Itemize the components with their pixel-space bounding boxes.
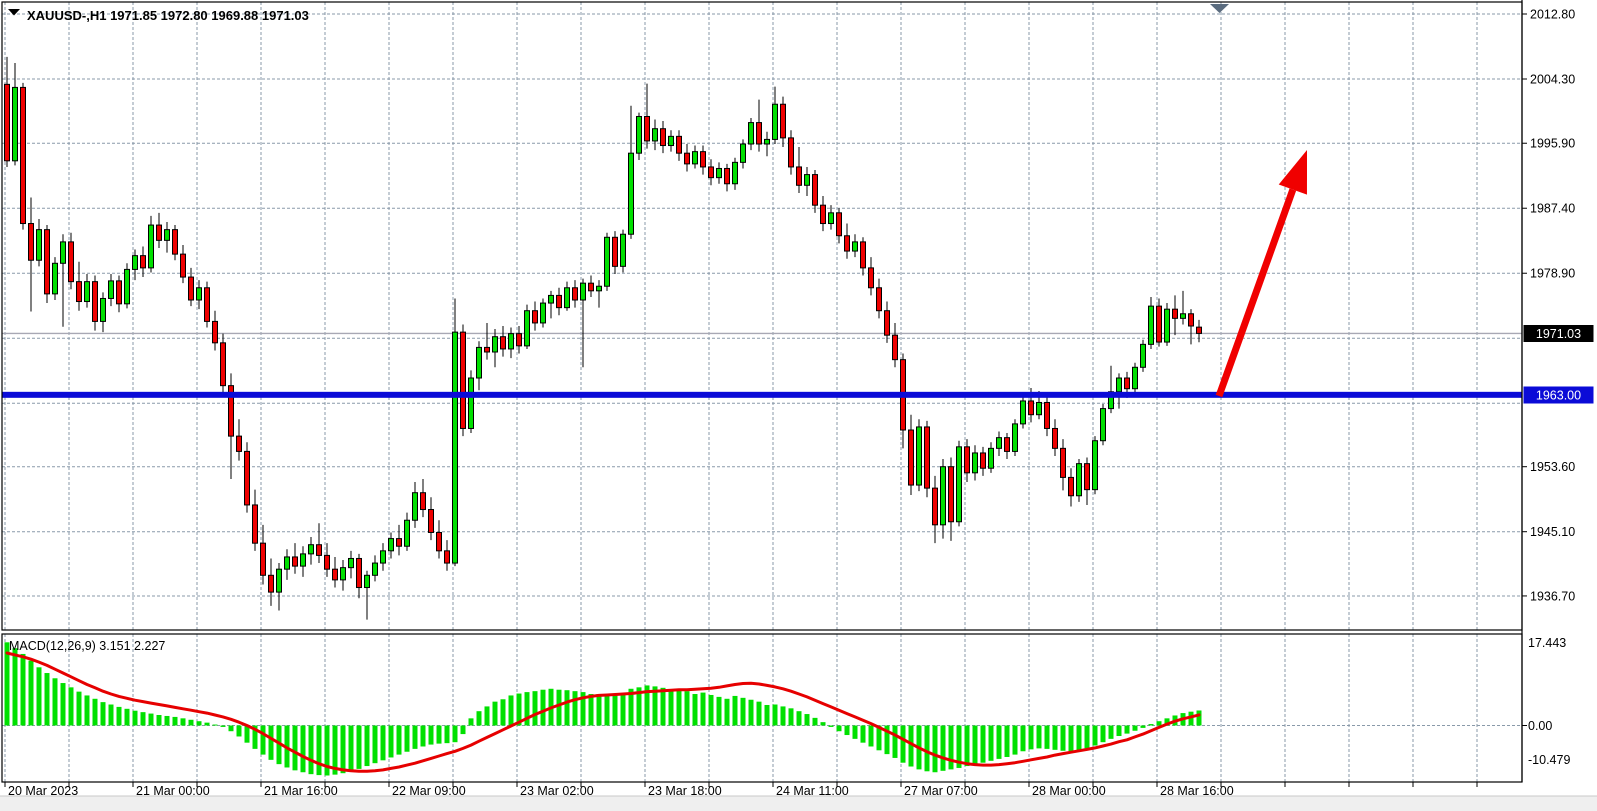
chart-shift-marker-icon[interactable]: [1210, 4, 1229, 13]
macd-histogram: [4, 642, 1202, 776]
symbol-dropdown-icon[interactable]: [8, 9, 20, 16]
price-axis-label: 2004.30: [1530, 73, 1575, 87]
candlestick-series: [4, 56, 1202, 620]
status-strip: [0, 796, 1597, 811]
hline-price-badge: 1963.00: [1523, 386, 1594, 404]
current-price-badge: 1971.03: [1523, 325, 1594, 342]
current-price-badge-label: 1971.03: [1536, 327, 1581, 341]
chart-title-group: XAUUSD-,H1 1971.85 1972.80 1969.88 1971.…: [8, 8, 309, 23]
time-axis-label: 28 Mar 00:00: [1032, 784, 1106, 798]
time-axis-label: 21 Mar 00:00: [136, 784, 210, 798]
price-axis-label: 1995.90: [1530, 137, 1575, 151]
horizontal-line-1963[interactable]: [2, 391, 1522, 398]
price-axis-scale[interactable]: 2012.80 2004.30 1995.90 1987.40 1978.90 1953.…: [1522, 8, 1575, 604]
macd-axis-scale[interactable]: 17.443 0.00 -10.479: [1522, 636, 1570, 767]
hline-price-badge-label: 1963.00: [1536, 389, 1581, 403]
price-axis-label: 1936.70: [1530, 589, 1575, 603]
time-axis-label: 23 Mar 02:00: [520, 784, 594, 798]
price-axis-label: 1953.60: [1530, 460, 1575, 474]
macd-indicator-label: MACD(12,26,9) 3.151 2.227: [9, 639, 165, 653]
macd-axis-label: 0.00: [1528, 719, 1552, 733]
time-axis-label: 21 Mar 16:00: [264, 784, 338, 798]
price-axis-label: 2012.80: [1530, 8, 1575, 22]
time-axis-label: 20 Mar 2023: [8, 784, 78, 798]
macd-axis-label: -10.479: [1528, 753, 1570, 767]
macd-axis-label: 17.443: [1528, 636, 1566, 650]
time-axis-label: 27 Mar 07:00: [904, 784, 978, 798]
macd-signal-line: [5, 651, 1201, 773]
time-axis-label: 24 Mar 11:00: [776, 784, 849, 798]
time-axis-label: 23 Mar 18:00: [648, 784, 722, 798]
time-axis-label: 28 Mar 16:00: [1160, 784, 1234, 798]
price-axis-label: 1945.10: [1530, 525, 1575, 539]
chart-title: XAUUSD-,H1 1971.85 1972.80 1969.88 1971.…: [27, 8, 309, 23]
time-axis-label: 22 Mar 09:00: [392, 784, 466, 798]
price-axis-label: 1987.40: [1530, 202, 1575, 216]
trend-arrow-annotation[interactable]: [1215, 150, 1307, 398]
time-axis-scale[interactable]: 20 Mar 2023 21 Mar 00:00 21 Mar 16:00 22 Ma…: [4, 782, 1478, 798]
price-axis-label: 1978.90: [1530, 267, 1575, 281]
